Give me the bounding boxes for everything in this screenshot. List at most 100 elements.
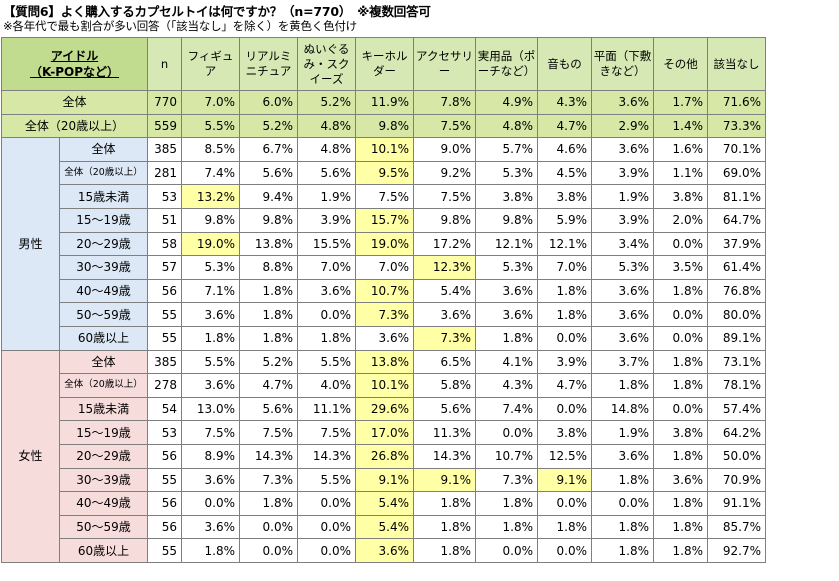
value-cell: 3.7%	[591, 349, 654, 375]
value-cell: 1.8%	[653, 349, 708, 375]
table-row: 15～19歳 53 7.5% 7.5% 7.5% 17.0% 11.3% 0.0% 3.8% 1.…	[2, 420, 766, 445]
value-cell: 1.8%	[239, 491, 298, 516]
value-cell: 1.8%	[475, 514, 538, 540]
value-cell: 1.8%	[591, 514, 654, 540]
value-cell: 4.5%	[537, 160, 592, 186]
n-cell: 57	[147, 255, 182, 280]
highlight-value-cell: 19.0%	[181, 231, 240, 257]
value-cell: 3.9%	[591, 207, 654, 233]
n-cell: 51	[147, 207, 182, 233]
highlight-value-cell: 3.6%	[355, 538, 414, 563]
table-row: 50～59歳 55 3.6% 1.8% 0.0% 7.3% 3.6% 3.6% 1.8% 3.6%…	[2, 302, 766, 327]
value-cell: 3.6%	[591, 443, 654, 469]
highlight-value-cell: 19.0%	[355, 231, 414, 257]
row-label: 50～59歳	[59, 302, 148, 327]
value-cell: 12.1%	[537, 231, 592, 257]
value-cell: 6.0%	[239, 90, 298, 115]
highlight-value-cell: 15.7%	[355, 207, 414, 233]
value-cell: 12.5%	[537, 443, 592, 469]
value-cell: 8.9%	[181, 443, 240, 469]
value-cell: 5.8%	[413, 373, 476, 398]
col-header: ぬいぐるみ・スクイーズ	[297, 37, 356, 91]
value-cell: 57.4%	[707, 396, 766, 422]
highlight-value-cell: 29.6%	[355, 396, 414, 422]
row-label: 全体（20歳以上）	[59, 373, 148, 398]
n-cell: 385	[147, 349, 182, 375]
value-cell: 4.7%	[239, 373, 298, 398]
value-cell: 4.8%	[475, 113, 538, 139]
value-cell: 0.0%	[591, 491, 654, 516]
value-cell: 3.6%	[181, 514, 240, 540]
value-cell: 1.8%	[239, 325, 298, 351]
value-cell: 4.8%	[297, 137, 356, 162]
value-cell: 5.5%	[297, 349, 356, 375]
value-cell: 14.8%	[591, 396, 654, 422]
value-cell: 9.2%	[413, 160, 476, 186]
value-cell: 1.8%	[181, 538, 240, 563]
value-cell: 1.8%	[239, 278, 298, 304]
value-cell: 3.6%	[653, 467, 708, 493]
value-cell: 1.8%	[537, 514, 592, 540]
row-label: 全体	[59, 349, 148, 375]
value-cell: 0.0%	[297, 491, 356, 516]
value-cell: 0.0%	[297, 302, 356, 327]
value-cell: 5.6%	[239, 160, 298, 186]
table-row: 40～49歳 56 7.1% 1.8% 3.6% 10.7% 5.4% 3.6% 1.8% 3.6…	[2, 278, 766, 304]
value-cell: 3.6%	[591, 90, 654, 115]
value-cell: 1.9%	[591, 420, 654, 445]
value-cell: 1.9%	[297, 184, 356, 209]
value-cell: 6.5%	[413, 349, 476, 375]
value-cell: 78.1%	[707, 373, 766, 398]
value-cell: 9.8%	[413, 207, 476, 233]
highlight-value-cell: 26.8%	[355, 443, 414, 469]
row-label: 30～39歳	[59, 467, 148, 493]
value-cell: 8.8%	[239, 255, 298, 280]
n-cell: 55	[147, 467, 182, 493]
highlight-value-cell: 10.1%	[355, 373, 414, 398]
value-cell: 80.0%	[707, 302, 766, 327]
n-cell: 281	[147, 160, 182, 186]
col-header: フィギュア	[181, 37, 240, 91]
value-cell: 4.7%	[537, 113, 592, 139]
value-cell: 1.9%	[591, 184, 654, 209]
value-cell: 3.6%	[475, 278, 538, 304]
value-cell: 3.8%	[475, 184, 538, 209]
row-label: 40～49歳	[59, 278, 148, 304]
value-cell: 0.0%	[297, 514, 356, 540]
value-cell: 13.8%	[239, 231, 298, 257]
value-cell: 5.5%	[297, 467, 356, 493]
value-cell: 9.8%	[239, 207, 298, 233]
value-cell: 3.6%	[181, 467, 240, 493]
value-cell: 70.1%	[707, 137, 766, 162]
value-cell: 89.1%	[707, 325, 766, 351]
highlight-value-cell: 13.8%	[355, 349, 414, 375]
value-cell: 5.9%	[537, 207, 592, 233]
value-cell: 3.8%	[653, 420, 708, 445]
n-cell: 53	[147, 420, 182, 445]
value-cell: 1.8%	[591, 538, 654, 563]
value-cell: 4.3%	[537, 90, 592, 115]
value-cell: 1.1%	[653, 160, 708, 186]
value-cell: 7.5%	[413, 184, 476, 209]
value-cell: 7.0%	[297, 255, 356, 280]
value-cell: 5.6%	[297, 160, 356, 186]
value-cell: 3.6%	[591, 278, 654, 304]
table-row: 15歳未満 54 13.0% 5.6% 11.1% 29.6% 5.6% 7.4% 0.0% 14…	[2, 396, 766, 422]
value-cell: 0.0%	[537, 325, 592, 351]
value-cell: 4.6%	[537, 137, 592, 162]
value-cell: 1.8%	[653, 373, 708, 398]
value-cell: 4.9%	[475, 90, 538, 115]
n-cell: 54	[147, 396, 182, 422]
value-cell: 5.7%	[475, 137, 538, 162]
value-cell: 7.3%	[475, 467, 538, 493]
value-cell: 5.3%	[591, 255, 654, 280]
n-cell: 385	[147, 137, 182, 162]
value-cell: 1.8%	[591, 373, 654, 398]
highlight-value-cell: 7.3%	[355, 302, 414, 327]
value-cell: 3.8%	[537, 184, 592, 209]
header-row: アイドル （K-POPなど） n フィギュア リアルミニチュア ぬいぐるみ・スク…	[1, 37, 766, 91]
value-cell: 1.8%	[653, 491, 708, 516]
value-cell: 64.7%	[707, 207, 766, 233]
n-cell: 559	[147, 113, 182, 139]
value-cell: 2.0%	[653, 207, 708, 233]
